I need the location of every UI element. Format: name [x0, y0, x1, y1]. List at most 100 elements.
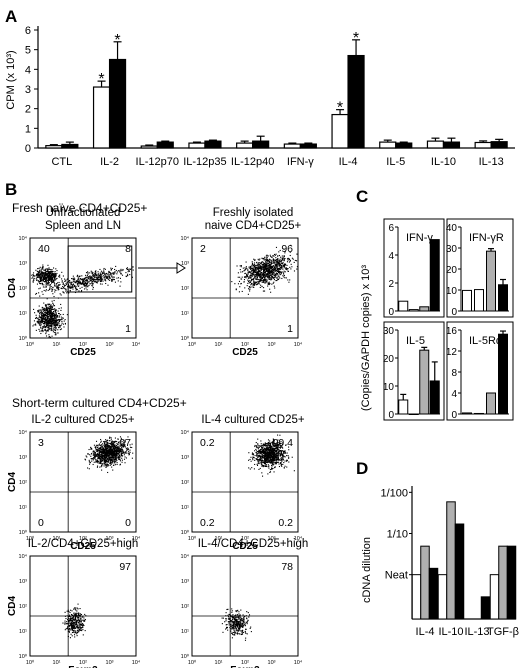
flow-plot-event [71, 618, 73, 620]
flow-plot-event [275, 461, 277, 463]
flow-plot-event [65, 618, 67, 620]
flow-plot-event [95, 278, 97, 280]
flow-plot-event [115, 446, 118, 448]
flow-plot-event [73, 628, 75, 630]
flow-plot-event [81, 616, 83, 618]
flow-plot-event [254, 274, 256, 276]
flow-plot-event [260, 263, 262, 265]
flow-plot-event [116, 441, 118, 443]
flow-plot-event [38, 267, 40, 269]
flow-plot-event [65, 279, 67, 281]
flow-plot-event [275, 280, 277, 282]
flow-plot-event [49, 318, 51, 320]
flow-plot-event [100, 276, 102, 279]
flow-plot-event [255, 274, 258, 276]
flow-plot-event [61, 320, 63, 323]
flow-plot-event [275, 445, 277, 447]
flow-plot-event [253, 273, 255, 275]
flow-plot-event [247, 277, 249, 279]
flow-plot-event [72, 619, 74, 621]
flow-plot-event [264, 459, 266, 461]
flow-plot-event [61, 278, 63, 280]
flow-plot-event [259, 273, 261, 275]
flow-plot-event [92, 463, 94, 466]
flow-plot-event [83, 281, 86, 283]
flow-plot-event [42, 275, 44, 277]
flow-plot-event [72, 283, 75, 285]
flow-plot-event [39, 309, 41, 311]
flow-plot-event [113, 448, 115, 450]
flow-plot-event [85, 280, 87, 282]
flow-y-tick-label: 10² [19, 480, 27, 486]
flow-plot-event [264, 262, 266, 265]
flow-plot-event [99, 452, 101, 454]
flow-plot-event [92, 283, 94, 285]
flow-plot-event [87, 271, 89, 273]
flow-plot-event [81, 630, 83, 632]
flow-plot-event [260, 269, 262, 271]
flow-plot-event [254, 265, 256, 267]
flow-plot-event [108, 449, 110, 451]
flow-plot-event [50, 325, 52, 327]
flow-plot-event [55, 279, 57, 281]
flow-plot-event [131, 457, 133, 459]
flow-plot-event [44, 315, 46, 317]
flow-plot-event [260, 440, 262, 442]
flow-plot-event [55, 309, 57, 311]
flow-plot-event [264, 455, 266, 457]
flow-plot-event [54, 284, 56, 287]
flow-plot-event [101, 271, 103, 273]
flow-plot-event [70, 283, 72, 285]
flow-plot-event [50, 312, 52, 314]
flow-plot-event [106, 444, 108, 446]
flow-plot-event [79, 620, 81, 622]
flow-plot-event [265, 444, 267, 446]
flow-plot-event [72, 286, 74, 289]
flow-plot-event [290, 244, 292, 246]
flow-plot-event [44, 318, 46, 320]
flow-plot-event [51, 290, 53, 292]
flow-plot-event [272, 461, 274, 463]
flow-plot-event [47, 321, 49, 323]
flow-plot-event [273, 276, 275, 278]
flow-plot-event [250, 266, 252, 268]
flow-plot-event [258, 456, 260, 458]
chart-a-x-tick-label: IFN-γ [287, 156, 314, 168]
flow-plot-event [108, 271, 110, 273]
flow-plot-event [40, 311, 42, 313]
flow-plot-event [52, 329, 54, 331]
flow-plot-event [42, 308, 44, 310]
flow-plot-event [275, 443, 277, 445]
flow-plot-event [275, 453, 277, 455]
flow-plot-event [278, 263, 280, 265]
flow-plot-event [57, 319, 59, 321]
flow-plot-event [279, 249, 281, 252]
flow-plot-event [277, 444, 280, 446]
flow-plot-event [38, 274, 40, 277]
flow-plot-event [294, 259, 296, 262]
flow-plot-event [113, 454, 115, 456]
flow-y-tick-label: 10¹ [19, 505, 27, 511]
flow-plot-event [257, 267, 259, 270]
flow-plot-event [68, 280, 71, 282]
flow-plot-event [68, 631, 71, 633]
flow-plot-event [71, 623, 73, 625]
flow-plot-event [263, 277, 265, 279]
flow-plot-event [99, 280, 102, 283]
flow-plot-event [44, 317, 47, 319]
flow-plot-event [47, 289, 49, 291]
flow-plot-event [254, 281, 256, 283]
flow-plot-event [46, 327, 48, 329]
flow-plot-event [272, 271, 275, 273]
flow-plot-event [33, 308, 35, 310]
flow-plot-event [41, 328, 43, 330]
flow-plot-event [62, 275, 64, 277]
flow-plot-event [280, 459, 282, 461]
flow-plot-event [37, 275, 39, 277]
flow-plot-event [269, 448, 271, 450]
flow-plot-event [267, 449, 270, 451]
flow-plot-event [76, 624, 78, 626]
flow-plot-event [274, 264, 276, 266]
flow-plot-event [276, 452, 278, 454]
flow-plot-event [100, 458, 102, 460]
